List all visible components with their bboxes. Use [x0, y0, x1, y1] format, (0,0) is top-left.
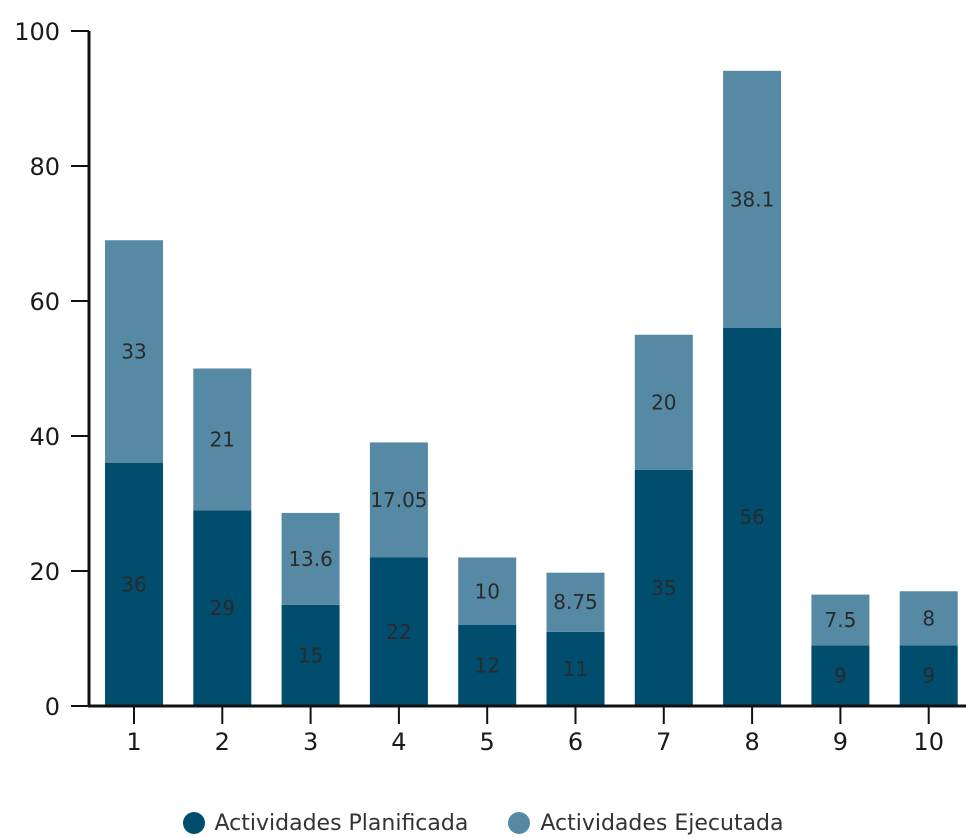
- data-label-ejecutada-7: 20: [651, 390, 676, 414]
- bar-ejecutada-5: [458, 557, 517, 625]
- bar-planificada-6: [546, 631, 605, 706]
- data-label-ejecutada-9: 7.5: [824, 608, 856, 632]
- x-tick-label-9: 9: [833, 728, 848, 756]
- x-tick-label-2: 2: [215, 728, 230, 756]
- legend-label-ejecutada: Actividades Ejecutada: [540, 810, 784, 836]
- x-tick-label-4: 4: [391, 728, 406, 756]
- bar-planificada-9: [811, 645, 870, 706]
- data-label-planificada-3: 15: [298, 643, 323, 667]
- data-label-ejecutada-10: 8: [922, 606, 935, 630]
- legend-swatch-planificada: [182, 812, 205, 834]
- data-label-planificada-4: 22: [386, 620, 411, 644]
- x-tick-label-7: 7: [656, 728, 671, 756]
- bar-planificada-2: [193, 510, 252, 706]
- data-label-ejecutada-8: 38.1: [730, 187, 775, 211]
- bar-planificada-5: [458, 625, 517, 706]
- legend: Actividades Planificada Actividades Ejec…: [0, 808, 966, 838]
- y-tick-label-100: 100: [14, 18, 60, 46]
- data-label-ejecutada-5: 10: [474, 579, 499, 603]
- bar-ejecutada-6: [546, 572, 605, 632]
- data-label-planificada-10: 9: [922, 664, 935, 688]
- x-tick-label-5: 5: [480, 728, 495, 756]
- bar-ejecutada-4: [369, 442, 428, 558]
- y-tick-label-40: 40: [29, 423, 60, 451]
- data-label-ejecutada-1: 33: [121, 340, 146, 364]
- x-tick-label-8: 8: [744, 728, 759, 756]
- x-tick-label-10: 10: [913, 728, 944, 756]
- data-label-ejecutada-3: 13.6: [288, 547, 333, 571]
- bar-planificada-8: [723, 328, 782, 706]
- data-label-planificada-5: 12: [474, 654, 499, 678]
- data-label-ejecutada-6: 8.75: [553, 590, 598, 614]
- bar-ejecutada-9: [811, 594, 870, 646]
- data-label-planificada-1: 36: [121, 573, 146, 597]
- bar-planificada-10: [899, 645, 958, 706]
- legend-label-planificada: Actividades Planificada: [214, 810, 469, 836]
- data-label-planificada-8: 56: [739, 505, 764, 529]
- legend-item-planificada: Actividades Planificada: [182, 808, 469, 838]
- legend-item-ejecutada: Actividades Ejecutada: [508, 808, 784, 838]
- data-label-planificada-6: 11: [563, 657, 588, 681]
- bar-planificada-3: [281, 604, 340, 706]
- x-tick-label-3: 3: [303, 728, 318, 756]
- y-tick-label-60: 60: [29, 288, 60, 316]
- data-label-planificada-2: 29: [210, 596, 235, 620]
- data-label-planificada-9: 9: [834, 664, 847, 688]
- legend-swatch-ejecutada: [508, 812, 531, 834]
- bar-ejecutada-1: [105, 240, 163, 463]
- bar-planificada-1: [105, 463, 163, 706]
- bar-ejecutada-3: [281, 512, 340, 605]
- bar-planificada-4: [369, 557, 428, 706]
- data-label-ejecutada-2: 21: [210, 427, 235, 451]
- y-tick-label-80: 80: [29, 153, 60, 181]
- data-label-planificada-7: 35: [651, 576, 676, 600]
- y-tick-label-0: 0: [45, 693, 60, 721]
- bar-ejecutada-10: [899, 591, 958, 646]
- x-tick-label-1: 1: [126, 728, 141, 756]
- x-tick-label-6: 6: [568, 728, 583, 756]
- y-tick-label-20: 20: [29, 558, 60, 586]
- bar-ejecutada-8: [723, 70, 782, 328]
- bar-ejecutada-7: [634, 334, 693, 470]
- bar-planificada-7: [634, 469, 693, 706]
- data-label-ejecutada-4: 17.05: [370, 488, 427, 512]
- bar-ejecutada-2: [193, 368, 252, 511]
